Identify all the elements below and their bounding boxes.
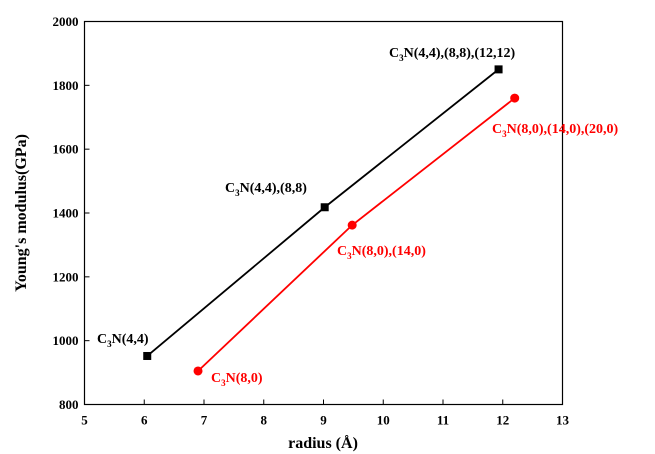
x-tick-label-8: 13 xyxy=(556,413,570,428)
annotation-layer: C3N(4,4) C3N(4,4),(8,8) C3N(4,4),(8,8),(12… xyxy=(97,46,619,388)
y-tick-label-4: 1600 xyxy=(53,142,79,157)
y-tick-label-1: 1000 xyxy=(53,333,79,348)
series-0-point-1 xyxy=(320,203,329,212)
series-1-point-1 xyxy=(347,220,357,230)
series-0-line xyxy=(146,68,500,357)
series-1-label-0: C3N(8,0) xyxy=(211,371,263,388)
series-0-label-2: C3N(4,4),(8,8),(12,12) xyxy=(389,46,516,63)
series-0-label-1: C3N(4,4),(8,8) xyxy=(225,181,307,198)
series-1-label-1: C3N(8,0),(14,0) xyxy=(337,244,426,261)
y-tick-label-5: 1800 xyxy=(53,78,79,93)
y-tick-label-2: 1200 xyxy=(53,269,79,284)
x-tick-label-0: 5 xyxy=(81,413,88,428)
y-tick-label-0: 800 xyxy=(59,397,79,412)
series-layer xyxy=(143,65,520,376)
x-tick-label-6: 11 xyxy=(437,413,449,428)
x-tick-label-1: 6 xyxy=(141,413,148,428)
series-0-point-0 xyxy=(143,351,152,360)
x-axis-title: radius (Å) xyxy=(288,434,358,452)
x-tick-label-4: 9 xyxy=(320,413,327,428)
axes: 5 6 7 8 9 10 11 12 13 800 1000 1200 1400 1600 1800 2000 xyxy=(53,14,570,428)
y-tick-label-6: 2000 xyxy=(53,14,79,29)
x-tick-label-7: 12 xyxy=(496,413,509,428)
series-1-line xyxy=(197,97,516,372)
series-0-point-2 xyxy=(494,65,503,74)
series-1-point-2 xyxy=(510,93,520,103)
x-tick-label-3: 8 xyxy=(261,413,268,428)
y-tick-label-3: 1400 xyxy=(53,206,79,221)
series-0-label-0: C3N(4,4) xyxy=(97,332,149,349)
series-1-label-2: C3N(8,0),(14,0),(20,0) xyxy=(492,122,619,139)
plot-frame xyxy=(83,20,564,406)
x-tick-label-5: 10 xyxy=(377,413,390,428)
series-1-point-0 xyxy=(193,366,203,376)
y-axis-title: Young's modulus(GPa) xyxy=(13,134,30,292)
x-tick-label-2: 7 xyxy=(201,413,208,428)
